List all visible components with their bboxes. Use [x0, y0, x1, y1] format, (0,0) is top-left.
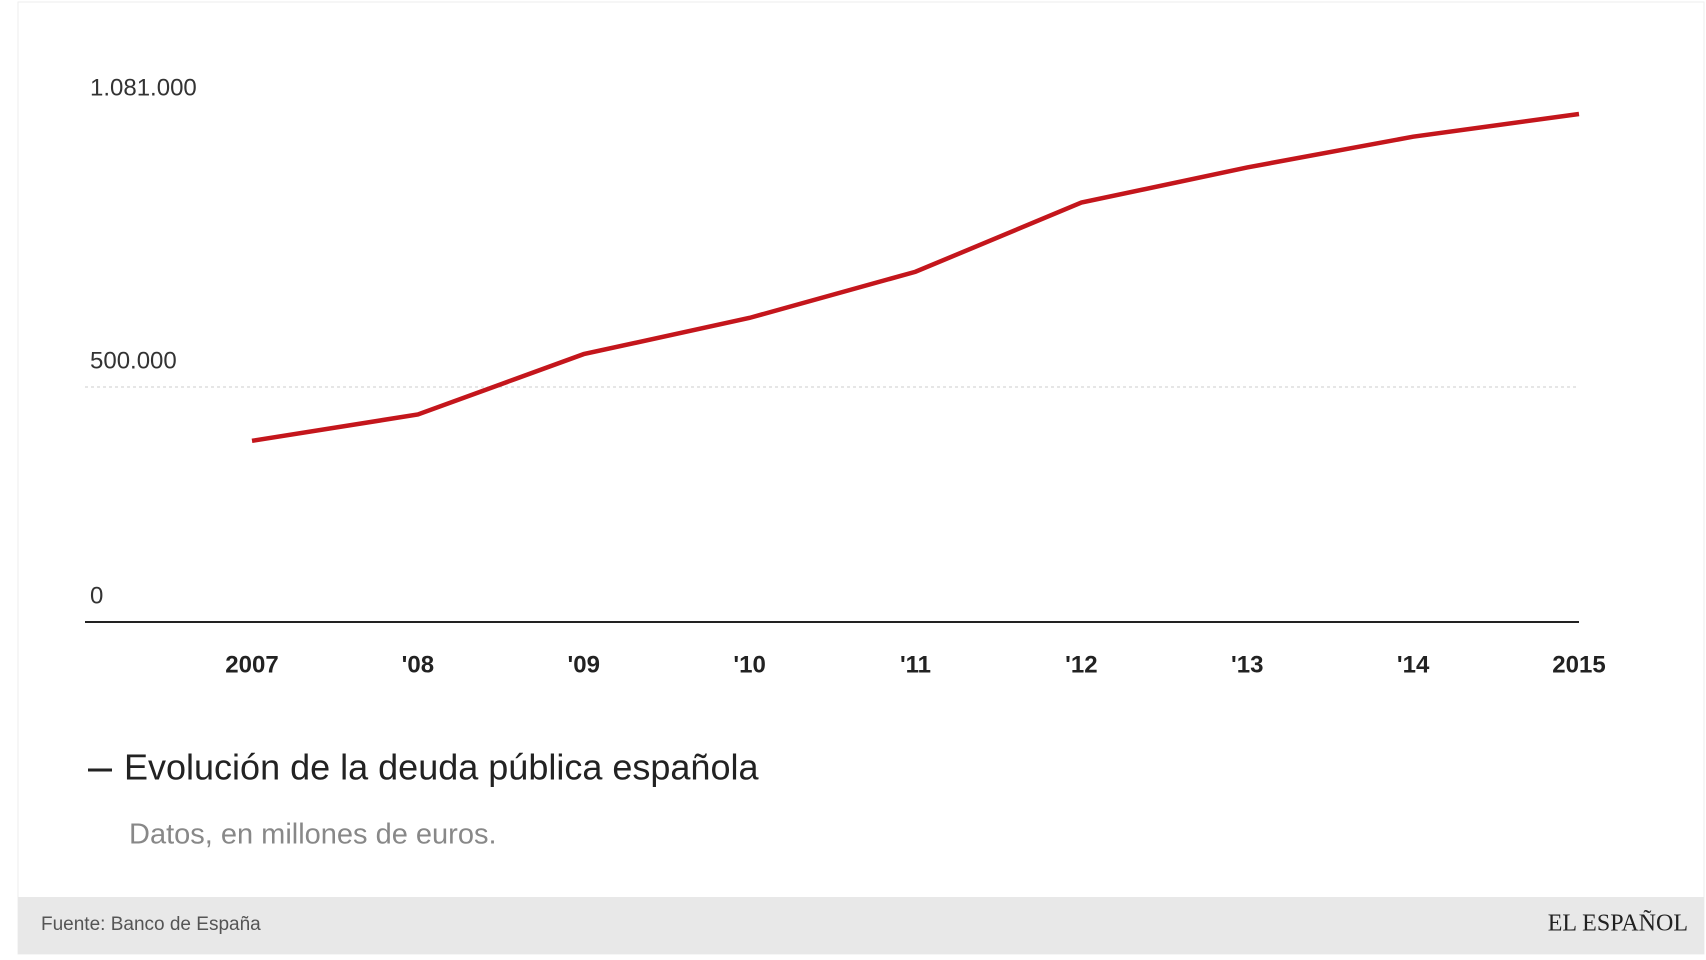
- card: [17, 1, 1705, 955]
- y-tick-label: 1.081.000: [90, 74, 197, 101]
- y-tick-label: 0: [90, 582, 103, 609]
- y-tick-label: 500.000: [90, 347, 177, 374]
- x-tick-label: '10: [733, 651, 765, 678]
- source: Fuente: Banco de España: [41, 914, 261, 935]
- legend-label: Evolución de la deuda pública española: [124, 747, 759, 788]
- brand: EL ESPAÑOL: [1548, 911, 1688, 937]
- footer: [18, 897, 1704, 954]
- x-tick-label: '08: [402, 651, 434, 678]
- x-tick-label: 2015: [1552, 651, 1605, 678]
- x-tick-label: '11: [900, 651, 931, 678]
- x-tick-label: '12: [1065, 651, 1097, 678]
- x-tick-label: '13: [1231, 651, 1263, 678]
- subtitle: Datos, en millones de euros.: [129, 819, 497, 851]
- data-line: [251, 111, 1580, 444]
- x-tick-label: '09: [568, 651, 600, 678]
- x-tick-label: '14: [1397, 651, 1430, 678]
- x-tick-label: 2007: [225, 651, 278, 678]
